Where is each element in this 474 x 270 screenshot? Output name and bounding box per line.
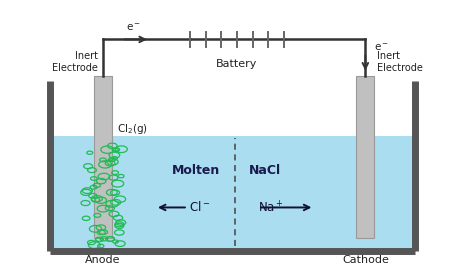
Text: Cathode: Cathode (342, 255, 389, 265)
Text: e$^-$: e$^-$ (126, 22, 141, 33)
Text: e$^-$: e$^-$ (374, 42, 389, 53)
Bar (356, 76, 374, 238)
Bar (94, 76, 112, 238)
Text: Molten: Molten (173, 164, 220, 177)
Text: Inert
Electrode: Inert Electrode (377, 51, 422, 73)
Text: Cl$^-$: Cl$^-$ (189, 200, 210, 214)
Text: NaCl: NaCl (249, 164, 281, 177)
Text: Battery: Battery (216, 59, 258, 69)
Text: Na$^+$: Na$^+$ (258, 200, 284, 215)
Bar (50, 136, 415, 251)
Text: Anode: Anode (85, 255, 121, 265)
Text: Cl$_2$(g): Cl$_2$(g) (117, 122, 147, 136)
Text: Inert
Electrode: Inert Electrode (53, 51, 98, 73)
